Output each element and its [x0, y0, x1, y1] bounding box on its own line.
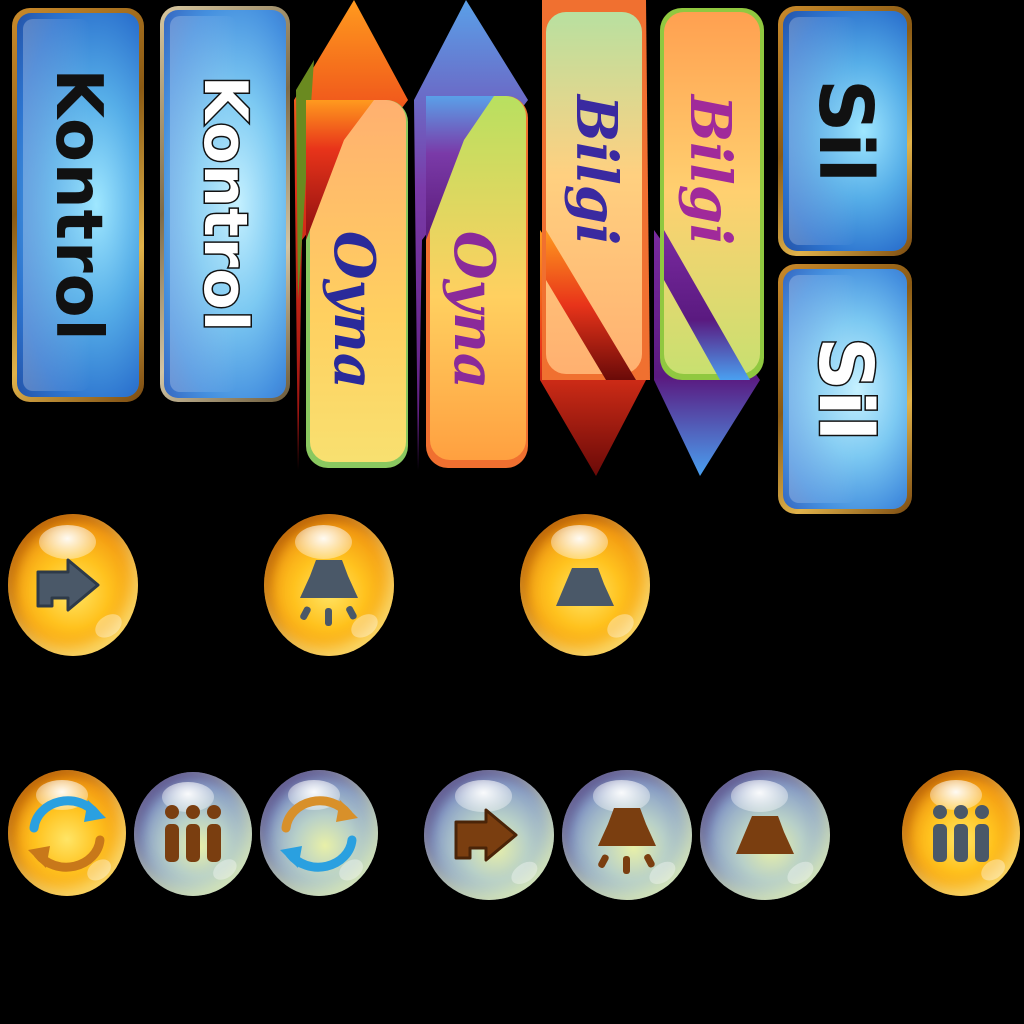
info-icon: [933, 805, 989, 862]
lamp-off-orb-button-glass[interactable]: [700, 770, 830, 900]
refresh-orb-button-glass[interactable]: [260, 770, 378, 896]
refresh-orb-button[interactable]: [8, 770, 126, 896]
kontrol-button-light[interactable]: Kontrol: [160, 6, 290, 402]
lamp-on-icon: [598, 808, 656, 874]
lamp-on-orb-button-glass[interactable]: [562, 770, 692, 900]
next-orb-button-glass[interactable]: [424, 770, 554, 900]
kontrol-label: Kontrol: [41, 68, 115, 342]
next-arrow-icon: [36, 558, 100, 612]
oyna-label: Oyna: [441, 230, 507, 390]
lamp-on-icon: [300, 560, 358, 626]
lamp-off-orb-button[interactable]: [520, 514, 650, 656]
info-icon: [165, 805, 221, 862]
bilgi-button-red[interactable]: Bilgi: [536, 0, 656, 480]
sil-label: Sil: [801, 335, 890, 442]
lamp-off-icon: [556, 568, 614, 606]
sil-button-light[interactable]: Sil: [778, 264, 912, 514]
bilgi-label: Bilgi: [677, 94, 743, 246]
info-orb-button[interactable]: [134, 772, 252, 896]
refresh-icon: [280, 796, 358, 872]
lamp-off-icon: [736, 816, 794, 854]
bilgi-button-purple[interactable]: Bilgi: [650, 0, 770, 480]
kontrol-button-dark[interactable]: Kontrol: [12, 8, 144, 402]
kontrol-label: Kontrol: [189, 74, 262, 333]
next-arrow-icon: [454, 808, 518, 862]
bilgi-label: Bilgi: [563, 94, 629, 246]
sil-label: Sil: [802, 78, 888, 184]
oyna-button-red[interactable]: Oyna: [294, 0, 414, 470]
next-orb-button[interactable]: [8, 514, 138, 656]
lamp-on-orb-button[interactable]: [264, 514, 394, 656]
info-orb-button-orange[interactable]: [902, 770, 1020, 896]
sil-button-dark[interactable]: Sil: [778, 6, 912, 256]
refresh-icon: [28, 796, 106, 872]
oyna-label: Oyna: [321, 230, 387, 390]
oyna-button-purple[interactable]: Oyna: [414, 0, 534, 470]
